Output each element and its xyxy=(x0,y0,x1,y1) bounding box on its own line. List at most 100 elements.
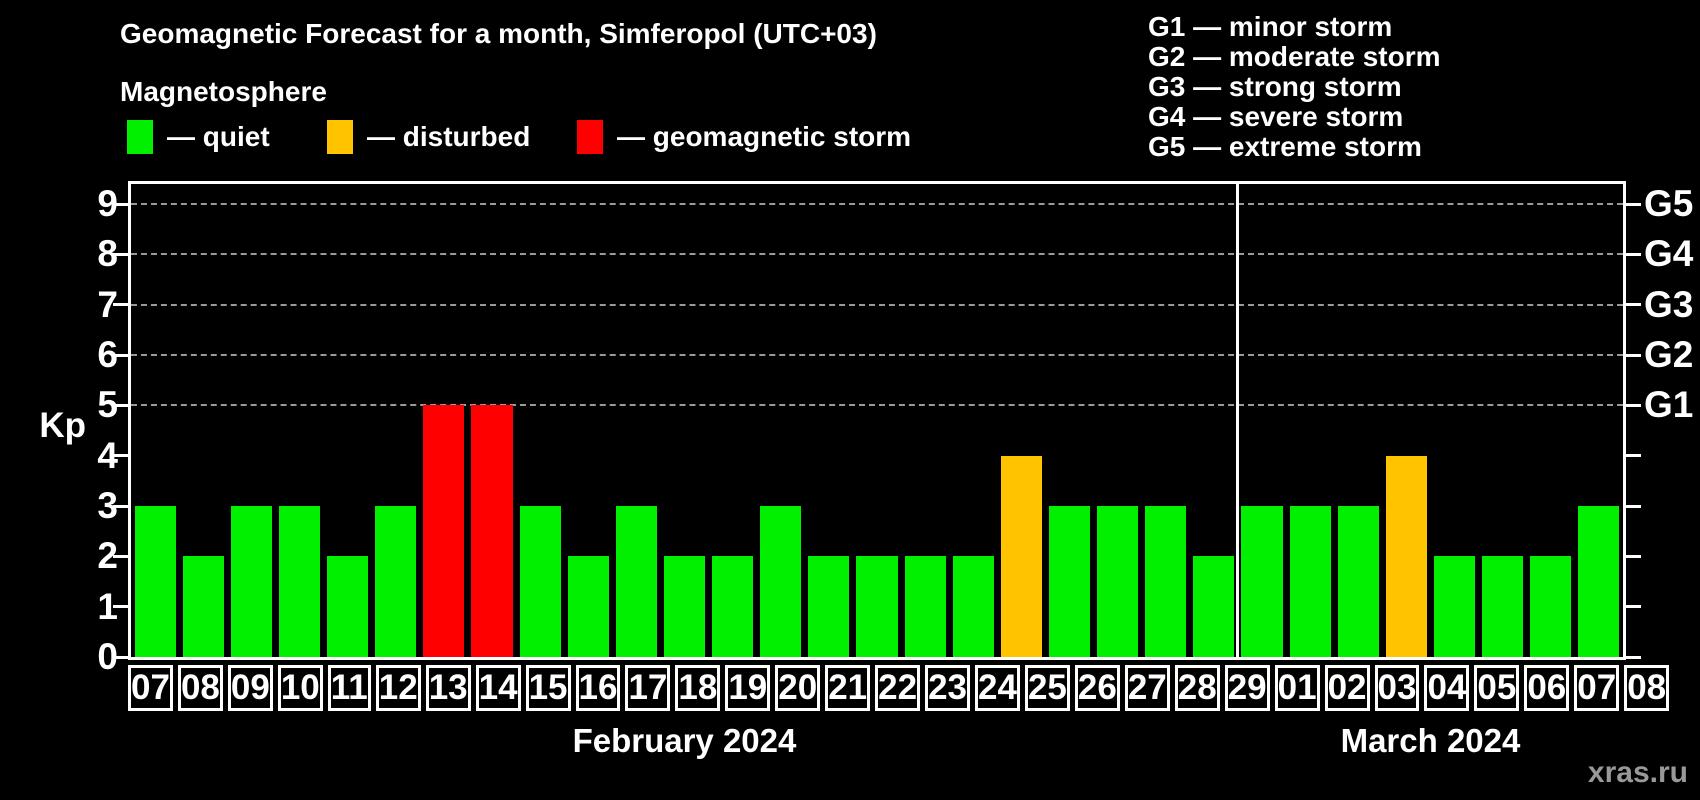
y-tick-right xyxy=(1626,504,1641,508)
gridline-kp8 xyxy=(131,253,1623,256)
bar-kp-05 xyxy=(1433,556,1476,657)
subtitle-magnetosphere: Magnetosphere xyxy=(120,76,327,107)
date-cell-08: 08 xyxy=(1624,665,1670,711)
bar-kp-03 xyxy=(1337,506,1379,657)
y-tick-label: 7 xyxy=(97,283,118,325)
bar-kp-19 xyxy=(712,556,754,657)
y-tick-right xyxy=(1626,353,1641,357)
date-cell-03: 03 xyxy=(1374,665,1420,711)
g-axis-label-G4: G4 xyxy=(1644,233,1694,275)
bar-kp-28 xyxy=(1145,506,1187,657)
date-cell-14: 14 xyxy=(475,665,521,711)
y-tick-left xyxy=(113,202,128,206)
date-cell-11: 11 xyxy=(327,665,371,711)
y-tick-left xyxy=(113,655,128,659)
date-axis-row: 07 08 09 10 11 12 13 14 15 16 17 18 19 20 21 22 23 24 25 26… xyxy=(128,665,1670,711)
date-cell-10: 10 xyxy=(277,665,323,711)
date-cell-17: 17 xyxy=(625,665,671,711)
date-cell-08: 08 xyxy=(177,665,223,711)
bar-kp-16 xyxy=(567,556,609,657)
bar-kp-07 xyxy=(134,506,176,657)
legend-item: — quiet xyxy=(127,118,270,156)
bar-kp-06 xyxy=(1482,556,1524,657)
legend-label: — geomagnetic storm xyxy=(617,121,912,152)
date-cell-22: 22 xyxy=(875,665,921,711)
disturbed-swatch xyxy=(327,120,353,154)
bar-kp-08 xyxy=(1578,506,1620,657)
g-scale-legend-line: G3 — strong storm xyxy=(1148,71,1402,102)
y-tick-left xyxy=(113,554,128,558)
date-cell-27: 27 xyxy=(1124,665,1170,711)
date-cell-25: 25 xyxy=(1024,665,1070,711)
date-cell-20: 20 xyxy=(775,665,821,711)
date-cell-01: 01 xyxy=(1274,665,1320,711)
y-tick-left xyxy=(113,454,128,458)
plot-area xyxy=(128,181,1626,660)
bar-kp-11 xyxy=(327,556,369,657)
date-cell-05: 05 xyxy=(1474,665,1520,711)
y-tick-right xyxy=(1626,454,1641,458)
y-tick-left xyxy=(113,504,128,508)
date-cell-24: 24 xyxy=(975,665,1020,711)
y-tick-label: 2 xyxy=(97,535,118,577)
y-tick-left xyxy=(113,605,128,609)
y-tick-left xyxy=(113,252,128,256)
bar-kp-21 xyxy=(808,556,850,657)
bar-kp-23 xyxy=(904,556,946,657)
bar-kp-22 xyxy=(856,556,898,657)
bar-kp-20 xyxy=(760,506,802,657)
storm-swatch xyxy=(577,120,603,154)
bar-kp-18 xyxy=(663,556,706,657)
quiet-swatch xyxy=(127,120,153,154)
date-cell-02: 02 xyxy=(1324,665,1370,711)
bar-kp-01 xyxy=(1241,506,1283,657)
bar-kp-07 xyxy=(1530,556,1572,657)
page-title: Geomagnetic Forecast for a month, Simfer… xyxy=(120,18,877,49)
bar-kp-02 xyxy=(1289,506,1331,657)
date-cell-13: 13 xyxy=(425,665,471,711)
date-cell-26: 26 xyxy=(1074,665,1120,711)
date-cell-12: 12 xyxy=(375,665,421,711)
y-tick-label: 0 xyxy=(97,636,118,677)
y-tick-right xyxy=(1626,202,1641,206)
y-tick-left xyxy=(113,353,128,357)
y-tick-label: 3 xyxy=(97,485,118,527)
g-axis-label-G1: G1 xyxy=(1644,384,1694,426)
g-scale-legend-line: G4 — severe storm xyxy=(1148,101,1404,132)
date-cell-07: 07 xyxy=(1574,665,1620,711)
bar-kp-10 xyxy=(278,506,320,657)
y-tick-right xyxy=(1626,403,1641,407)
plot-inner xyxy=(131,184,1623,657)
date-cell-09: 09 xyxy=(227,665,273,711)
date-cell-23: 23 xyxy=(925,665,970,711)
y-tick-right xyxy=(1626,655,1641,659)
g-scale-legend: G1 — minor storm G2 — moderate storm G3 — … xyxy=(1148,12,1441,162)
g-scale-legend-line: G5 — extreme storm xyxy=(1148,131,1422,162)
g-scale-legend-line: G2 — moderate storm xyxy=(1148,41,1441,72)
y-tick-left xyxy=(113,303,128,307)
date-cell-28: 28 xyxy=(1174,665,1220,711)
kp-axis-label: Kp xyxy=(39,406,86,445)
gridline-kp5 xyxy=(131,404,1623,407)
y-tick-left xyxy=(113,403,128,407)
y-tick-label: 6 xyxy=(97,334,118,376)
y-tick-label: 4 xyxy=(97,434,118,476)
gridline-kp6 xyxy=(131,354,1623,357)
bar-kp-12 xyxy=(375,506,417,657)
g-axis-label-G3: G3 xyxy=(1644,283,1694,325)
bar-kp-25 xyxy=(1000,455,1042,657)
y-tick-right xyxy=(1626,605,1641,609)
month-divider xyxy=(1236,184,1240,657)
bar-kp-27 xyxy=(1097,506,1139,657)
gridline-kp9 xyxy=(131,203,1623,206)
legend-item: — disturbed xyxy=(327,118,530,156)
y-tick-right xyxy=(1626,303,1641,307)
y-tick-label: 5 xyxy=(97,384,118,426)
date-cell-18: 18 xyxy=(675,665,721,711)
y-tick-label: 9 xyxy=(97,183,118,225)
month-label: March 2024 xyxy=(1340,722,1521,759)
bar-kp-14 xyxy=(471,405,513,657)
bar-kp-26 xyxy=(1048,506,1091,657)
bar-kp-13 xyxy=(423,405,465,657)
